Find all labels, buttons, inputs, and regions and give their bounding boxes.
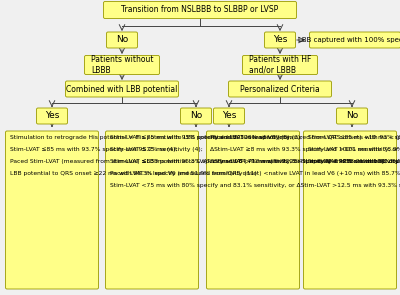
FancyBboxPatch shape [106,131,198,289]
FancyBboxPatch shape [304,131,396,289]
Text: Personalized Criteria: Personalized Criteria [240,84,320,94]
Text: No: No [190,112,202,120]
FancyBboxPatch shape [36,108,68,124]
FancyBboxPatch shape [310,32,400,48]
FancyBboxPatch shape [66,81,178,97]
Text: No: No [116,35,128,45]
FancyBboxPatch shape [180,108,212,124]
Text: Transition from NSLBBB to SLBBP or LVSP: Transition from NSLBBB to SLBBP or LVSP [121,6,279,14]
Text: No: No [346,112,358,120]
FancyBboxPatch shape [6,131,98,289]
Text: Yes: Yes [222,112,236,120]
Text: Patients with HF
and/or LBBB: Patients with HF and/or LBBB [249,55,311,75]
Text: Combined with LBB potential: Combined with LBB potential [66,84,178,94]
Text: Stim-LVAT ≤75 ms with 95% specify and 82% sensitivity (3);

Stim-LVAT ≤75 ms (4): Stim-LVAT ≤75 ms with 95% specify and 82… [110,135,400,189]
Text: Patients without
LBBB: Patients without LBBB [91,55,153,75]
FancyBboxPatch shape [228,81,332,97]
Text: LBB captured with 100% specify: LBB captured with 100% specify [298,37,400,43]
FancyBboxPatch shape [214,108,244,124]
Text: Stim-LVAT ≤85 ms with 93% specify and 76% sensitivity (3);

Stim-LVAT =101 ms wi: Stim-LVAT ≤85 ms with 93% specify and 76… [308,135,400,165]
Text: Yes: Yes [273,35,287,45]
FancyBboxPatch shape [106,32,138,48]
FancyBboxPatch shape [206,131,300,289]
Text: Yes: Yes [45,112,59,120]
FancyBboxPatch shape [336,108,368,124]
FancyBboxPatch shape [242,55,318,75]
FancyBboxPatch shape [104,1,296,19]
Text: Stimulation to retrograde His potential = His potential to LBB potential with 10: Stimulation to retrograde His potential … [10,135,400,176]
FancyBboxPatch shape [84,55,160,75]
FancyBboxPatch shape [264,32,296,48]
Text: Paced LVAT in lead V6 (measured from QRS onset) +10 ms < (IDT-TCT) with 100% spe: Paced LVAT in lead V6 (measured from QRS… [210,135,400,165]
